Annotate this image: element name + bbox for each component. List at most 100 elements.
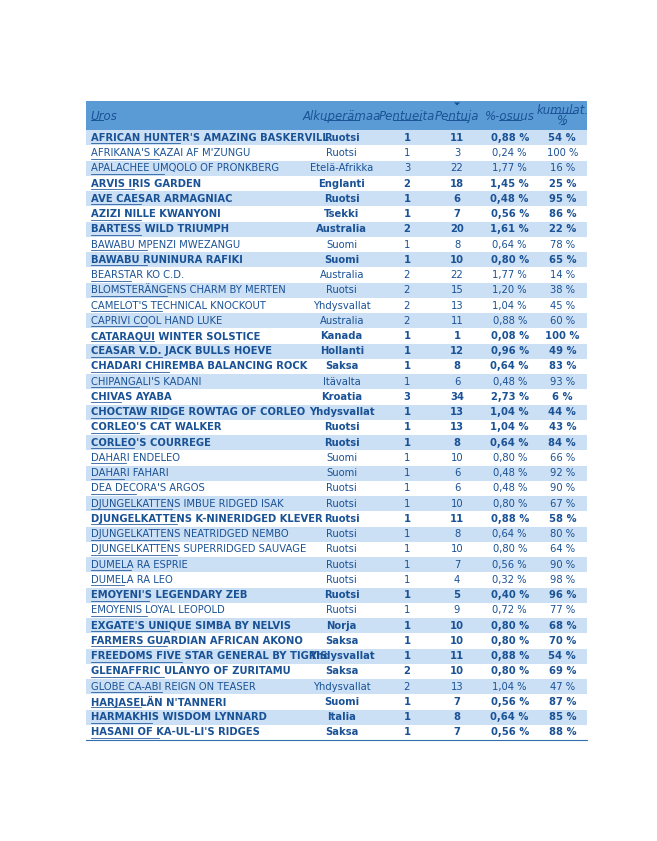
Text: 45 %: 45 % xyxy=(550,300,575,310)
Text: Alkuperämaa: Alkuperämaa xyxy=(302,110,381,123)
Text: Ruotsi: Ruotsi xyxy=(327,544,357,554)
Text: 0,88 %: 0,88 % xyxy=(493,315,527,325)
Text: AZIZI NILLE KWANYONI: AZIZI NILLE KWANYONI xyxy=(91,209,220,219)
Text: BLOMSTERÄNGENS CHARM BY MERTEN: BLOMSTERÄNGENS CHARM BY MERTEN xyxy=(91,285,285,295)
Text: Saksa: Saksa xyxy=(325,636,359,646)
Text: 13: 13 xyxy=(450,422,464,432)
Text: 7: 7 xyxy=(453,209,461,219)
Text: 1: 1 xyxy=(403,377,410,387)
Text: CORLEO'S CAT WALKER: CORLEO'S CAT WALKER xyxy=(91,422,221,432)
Text: 5: 5 xyxy=(453,590,461,600)
Text: 0,64 %: 0,64 % xyxy=(493,240,527,250)
Text: 2,73 %: 2,73 % xyxy=(491,392,529,402)
Text: Kroatia: Kroatia xyxy=(321,392,362,402)
Text: Ruotsi: Ruotsi xyxy=(327,285,357,295)
Text: Ruotsi: Ruotsi xyxy=(327,575,357,585)
Text: 98 %: 98 % xyxy=(550,575,575,585)
Text: Yhdysvallat: Yhdysvallat xyxy=(313,300,371,310)
Text: Yhdysvallat: Yhdysvallat xyxy=(309,651,374,661)
Text: 1: 1 xyxy=(403,651,411,661)
Text: FREEDOMS FIVE STAR GENERAL BY TIGRIS: FREEDOMS FIVE STAR GENERAL BY TIGRIS xyxy=(91,651,327,661)
Bar xyxy=(86,283,587,298)
Text: 8: 8 xyxy=(453,437,461,447)
Text: CHOCTAW RIDGE ROWTAG OF CORLEO: CHOCTAW RIDGE ROWTAG OF CORLEO xyxy=(91,407,305,417)
Text: 0,56 %: 0,56 % xyxy=(491,209,529,219)
Text: Ruotsi: Ruotsi xyxy=(327,484,357,494)
Text: Ruotsi: Ruotsi xyxy=(324,133,359,143)
Text: BAWABU MPENZI MWEZANGU: BAWABU MPENZI MWEZANGU xyxy=(91,240,240,250)
Bar xyxy=(86,206,587,222)
Polygon shape xyxy=(454,103,460,105)
Text: 11: 11 xyxy=(450,514,464,524)
Bar xyxy=(86,222,587,237)
Text: BEARSTAR KO C.D.: BEARSTAR KO C.D. xyxy=(91,270,184,280)
Text: 1: 1 xyxy=(403,590,411,600)
Bar xyxy=(86,328,587,344)
Text: AFRIKANA'S KAZAI AF M'ZUNGU: AFRIKANA'S KAZAI AF M'ZUNGU xyxy=(91,148,250,158)
Text: 58 %: 58 % xyxy=(549,514,576,524)
Bar xyxy=(86,145,587,161)
Bar xyxy=(86,237,587,252)
Text: BARTESS WILD TRIUMPH: BARTESS WILD TRIUMPH xyxy=(91,225,229,235)
Bar xyxy=(86,618,587,633)
Bar xyxy=(86,466,587,481)
Text: 49 %: 49 % xyxy=(549,346,576,357)
Text: 96 %: 96 % xyxy=(549,590,576,600)
Text: 3: 3 xyxy=(404,163,410,173)
Text: 15: 15 xyxy=(451,285,463,295)
Text: 43 %: 43 % xyxy=(549,422,576,432)
Text: 1: 1 xyxy=(403,697,411,707)
Text: 1: 1 xyxy=(403,560,410,569)
Text: 10: 10 xyxy=(451,453,463,463)
Text: Ruotsi: Ruotsi xyxy=(327,560,357,569)
Text: BAWABU RUNINURA RAFIKI: BAWABU RUNINURA RAFIKI xyxy=(91,255,242,265)
Text: CATARAQUI WINTER SOLSTICE: CATARAQUI WINTER SOLSTICE xyxy=(91,331,260,341)
Text: Tsekki: Tsekki xyxy=(324,209,359,219)
Text: Ruotsi: Ruotsi xyxy=(327,529,357,539)
Text: Pentueita: Pentueita xyxy=(378,110,435,123)
Text: Ruotsi: Ruotsi xyxy=(324,193,359,204)
Text: 7: 7 xyxy=(454,560,461,569)
Text: 0,48 %: 0,48 % xyxy=(493,468,527,479)
Text: HASANI OF KA-UL-LI'S RIDGES: HASANI OF KA-UL-LI'S RIDGES xyxy=(91,727,260,738)
Text: EMOYENI'S LEGENDARY ZEB: EMOYENI'S LEGENDARY ZEB xyxy=(91,590,247,600)
Text: 0,32 %: 0,32 % xyxy=(493,575,527,585)
Text: 0,80 %: 0,80 % xyxy=(493,544,527,554)
Bar xyxy=(86,710,587,725)
Text: 0,96 %: 0,96 % xyxy=(491,346,529,357)
Text: 1: 1 xyxy=(403,362,411,372)
Text: Yhdysvallat: Yhdysvallat xyxy=(313,682,371,691)
Text: 66 %: 66 % xyxy=(550,453,575,463)
Text: 67 %: 67 % xyxy=(550,499,575,509)
Text: 1: 1 xyxy=(453,331,461,341)
Bar xyxy=(86,344,587,359)
Text: Ruotsi: Ruotsi xyxy=(327,606,357,616)
Text: DAHARI ENDELEO: DAHARI ENDELEO xyxy=(91,453,179,463)
Bar xyxy=(86,389,587,405)
Text: 10: 10 xyxy=(451,544,463,554)
Text: 13: 13 xyxy=(451,682,463,691)
Bar xyxy=(86,313,587,328)
Text: DJUNGELKATTENS SUPERRIDGED SAUVAGE: DJUNGELKATTENS SUPERRIDGED SAUVAGE xyxy=(91,544,306,554)
Text: CHIPANGALI'S KADANI: CHIPANGALI'S KADANI xyxy=(91,377,201,387)
Bar xyxy=(86,496,587,511)
Text: 1: 1 xyxy=(403,193,411,204)
Text: 1: 1 xyxy=(403,636,411,646)
Text: Australia: Australia xyxy=(319,270,364,280)
Text: 0,80 %: 0,80 % xyxy=(491,621,529,631)
Text: 0,48 %: 0,48 % xyxy=(493,484,527,494)
Text: Englanti: Englanti xyxy=(319,178,365,188)
Text: 9: 9 xyxy=(454,606,461,616)
Text: 1: 1 xyxy=(403,727,411,738)
Text: 1: 1 xyxy=(403,544,410,554)
Text: Saksa: Saksa xyxy=(325,666,359,676)
Text: 0,56 %: 0,56 % xyxy=(491,727,529,738)
Text: 13: 13 xyxy=(451,300,463,310)
Text: 10: 10 xyxy=(451,499,463,509)
Text: 2: 2 xyxy=(403,300,410,310)
Text: Ruotsi: Ruotsi xyxy=(324,590,359,600)
Text: HARMAKHIS WISDOM LYNNARD: HARMAKHIS WISDOM LYNNARD xyxy=(91,712,267,722)
Text: 10: 10 xyxy=(450,636,464,646)
Bar xyxy=(86,101,587,130)
Text: 3: 3 xyxy=(454,148,460,158)
